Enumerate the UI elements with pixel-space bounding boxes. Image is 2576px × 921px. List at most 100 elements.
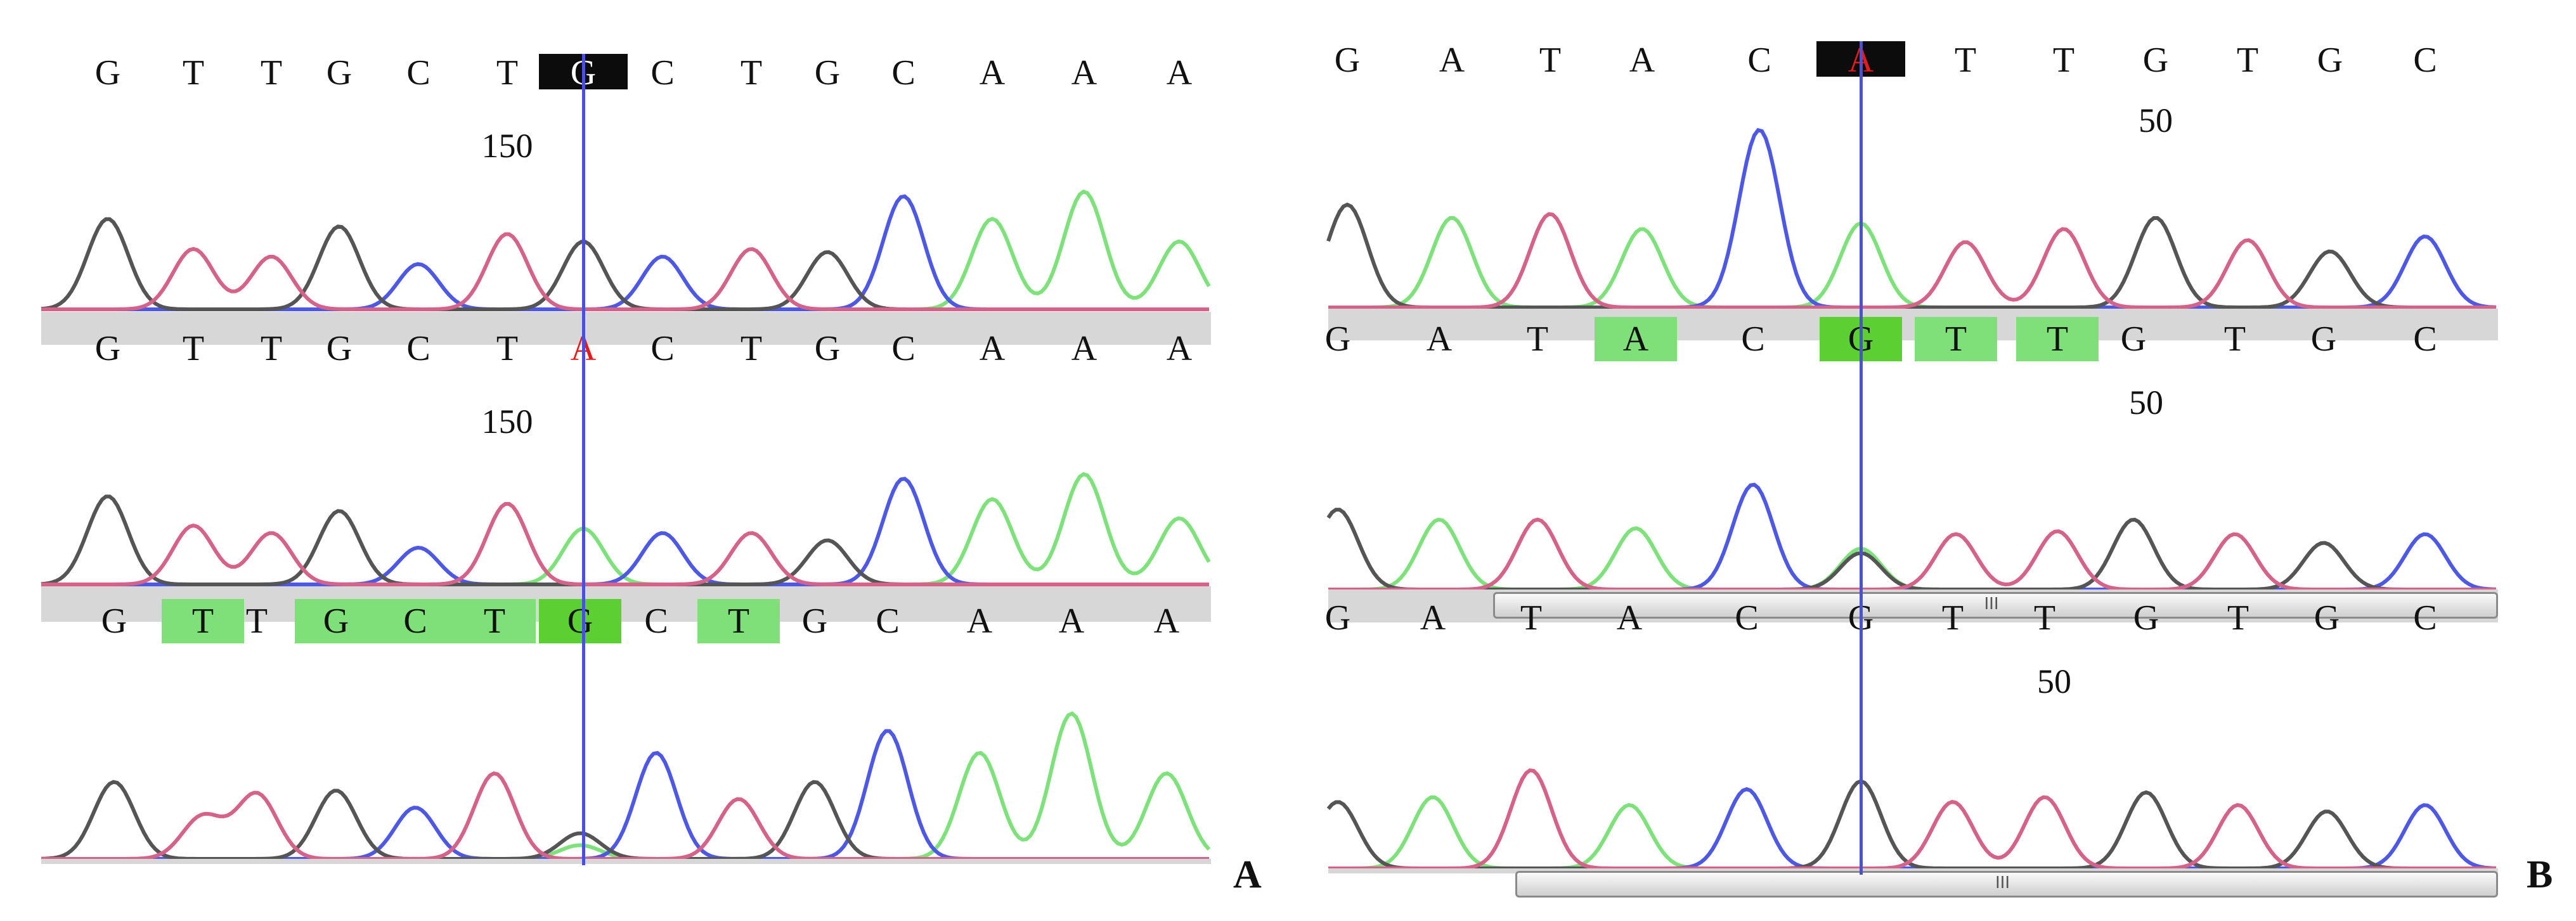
base-call: T [191, 602, 214, 641]
base-call: G [323, 602, 349, 641]
base-call: C [406, 329, 430, 368]
base-call: C [1735, 598, 1759, 638]
base-highlight [1595, 317, 1677, 361]
base-call: C [891, 53, 916, 93]
base-call: G [801, 602, 828, 641]
base-call: A [1439, 41, 1465, 80]
base-call: G [2142, 41, 2169, 80]
base-call: A [1420, 598, 1446, 638]
base-call: A [1629, 41, 1655, 80]
trace-t [1328, 768, 2496, 870]
position-label: 50 [2139, 101, 2173, 139]
base-call: G [2120, 319, 2147, 359]
trace-t [1328, 517, 2496, 591]
scrollbar-grip-icon: III [1995, 873, 2010, 892]
base-call: T [1945, 319, 1967, 359]
base-call: C [1747, 41, 1771, 80]
base-call: T [2236, 41, 2259, 80]
base-call: G [94, 53, 121, 93]
base-call: T [182, 53, 205, 93]
base-call: C [650, 329, 675, 368]
base-call: T [260, 53, 283, 93]
trace-baseline-bar [1328, 309, 2498, 340]
base-call: A [1622, 319, 1649, 359]
position-cursor [1860, 41, 1863, 875]
base-call: C [2413, 319, 2437, 359]
base-call: C [1741, 319, 1765, 359]
base-call: G [2317, 41, 2343, 80]
base-call: G [1334, 41, 1361, 80]
trace-t [41, 232, 1209, 311]
trace-baseline-bar [41, 312, 1211, 345]
trace-baseline-bar [41, 859, 1211, 864]
trace-t [41, 502, 1209, 586]
position-label: 150 [481, 127, 533, 165]
base-call: G [2310, 319, 2337, 359]
base-call: T [2223, 319, 2246, 359]
base-call: C [876, 602, 900, 641]
base-call: G [94, 329, 121, 368]
base-call: T [2033, 598, 2056, 638]
base-call: G [1324, 598, 1351, 638]
base-call: A [1071, 329, 1097, 368]
base-call: G [2133, 598, 2159, 638]
base-call: T [2227, 598, 2249, 638]
base-call: C [2413, 41, 2437, 80]
base-call: C [891, 329, 916, 368]
base-highlight [374, 599, 456, 643]
base-call: C [406, 53, 430, 93]
position-label: 150 [481, 403, 533, 441]
base-call: A [1071, 53, 1097, 93]
base-highlight [1915, 317, 1997, 361]
base-call: T [2052, 41, 2075, 80]
base-highlight [539, 599, 621, 643]
base-call: G [567, 602, 593, 641]
base-call: T [1526, 319, 1549, 359]
panel-label: B [2527, 853, 2553, 896]
base-call: A [979, 329, 1006, 368]
base-call: A [1426, 319, 1453, 359]
base-call: G [101, 602, 127, 641]
trace-t [1328, 212, 2496, 309]
base-highlight [697, 599, 780, 643]
base-call: G [326, 53, 353, 93]
base-call: C [2413, 598, 2437, 638]
base-highlight [295, 599, 377, 643]
base-call: A [979, 53, 1006, 93]
panel-label: A [1233, 853, 1262, 896]
base-call: T [182, 329, 205, 368]
base-call: A [1058, 602, 1085, 641]
base-call: C [644, 602, 668, 641]
scrollbar-thumb[interactable] [1515, 871, 2498, 898]
base-call: A [1166, 53, 1193, 93]
base-call: T [740, 53, 763, 93]
position-label: 50 [2129, 383, 2163, 422]
base-call: G [1324, 319, 1351, 359]
base-highlight [162, 599, 244, 643]
base-call: T [727, 602, 750, 641]
base-highlight [453, 599, 536, 643]
base-call: T [2046, 319, 2069, 359]
base-call: T [1539, 41, 1562, 80]
base-call: A [1153, 602, 1180, 641]
position-label: 50 [2037, 662, 2071, 700]
base-call: T [496, 53, 519, 93]
base-call: A [1166, 329, 1193, 368]
base-call: G [2314, 598, 2340, 638]
base-call: G [814, 329, 841, 368]
base-call: T [1941, 598, 1964, 638]
base-call: T [260, 329, 283, 368]
base-call: T [483, 602, 506, 641]
base-call: T [1954, 41, 1977, 80]
base-call: A [1616, 598, 1643, 638]
base-call: T [496, 329, 519, 368]
scrollbar-thumb[interactable] [1493, 592, 2498, 619]
scrollbar-grip-icon: III [1984, 595, 1999, 614]
position-cursor [582, 54, 585, 865]
base-call: G [326, 329, 353, 368]
base-call: C [650, 53, 675, 93]
base-highlight [2016, 317, 2099, 361]
